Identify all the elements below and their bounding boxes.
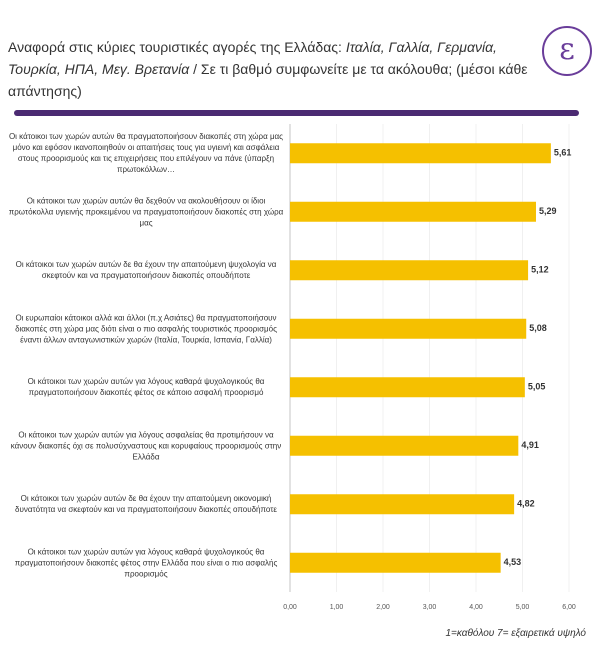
x-tick-label: 4,00 [469,604,483,611]
x-tick-label: 1,00 [330,604,344,611]
divider [14,110,579,116]
x-tick-label: 3,00 [423,604,437,611]
chart-title: Αναφορά στις κύριες τουριστικές αγορές τ… [8,36,528,102]
category-label: Οι κάτοικοι των χωρών αυτών θα πραγματοπ… [8,132,284,175]
category-label: Οι κάτοικοι των χωρών αυτών για λόγους α… [10,430,282,462]
category-label: Οι κάτοικοι των χωρών αυτών θα δεχθούν ν… [8,196,284,228]
value-label: 4,82 [517,499,535,509]
value-label: 5,12 [531,265,549,275]
category-label: Οι κάτοικοι των χωρών αυτών για λόγους κ… [27,377,265,398]
value-label: 4,91 [521,440,539,450]
bar [290,318,527,339]
category-label: Οι κάτοικοι των χωρών αυτών δε θα έχουν … [15,260,277,281]
value-label: 5,05 [528,382,546,392]
x-tick-label: 2,00 [376,604,390,611]
value-label: 4,53 [504,557,522,567]
title-part: / Σε τι βαθμό συμφωνείτε με τα ακόλουθα;… [8,61,528,99]
x-tick-label: 5,00 [516,604,530,611]
bar [290,260,529,281]
bar [290,377,525,398]
x-tick-label: 6,00 [562,604,576,611]
title-part: Αναφορά στις κύριες τουριστικές αγορές τ… [8,39,346,55]
category-label: Οι κάτοικοι των χωρών αυτών για λόγους κ… [14,547,278,579]
value-label: 5,29 [539,206,557,216]
bar [290,494,515,515]
bar [290,143,551,164]
title-part: Ιταλία, Γαλλία, Γερμανία, Τουρκία, ΗΠΑ, … [8,39,497,77]
bar [290,201,536,222]
value-label: 5,08 [529,323,547,333]
category-label: Οι κάτοικοι των χωρών αυτών δε θα έχουν … [15,494,277,515]
bar [290,552,501,573]
category-label: Οι ευρωπαίοι κάτοικοι αλλά και άλλοι (π.… [15,313,277,345]
note: 1=καθόλου 7= εξαιρετικά υψηλό [445,628,586,639]
logo: ε [542,26,592,76]
bar [290,435,519,456]
x-tick-label: 0,00 [283,604,297,611]
value-label: 5,61 [554,148,572,158]
